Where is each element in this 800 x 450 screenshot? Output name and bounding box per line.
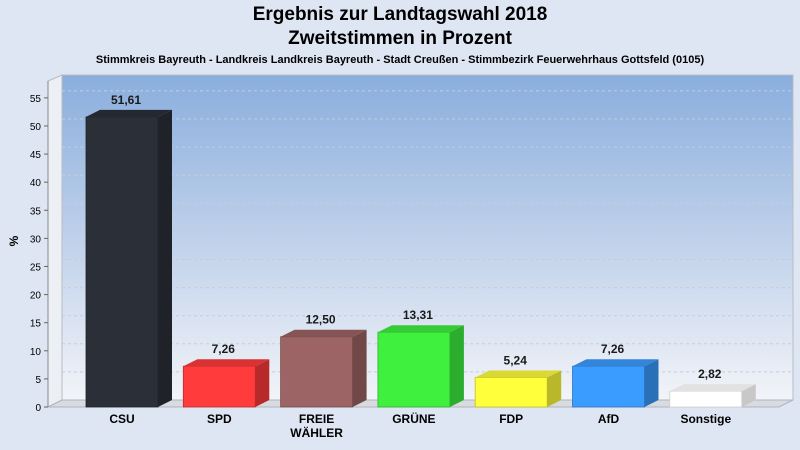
- bar-front: [669, 390, 743, 408]
- y-tick-label: 5: [35, 375, 41, 386]
- bar-front: [85, 116, 159, 408]
- bar-value-label: 51,61: [111, 93, 141, 107]
- y-tick-label: 55: [30, 94, 42, 105]
- bar-top: [669, 384, 756, 392]
- bars: 51,61 7,26 12,50 13,31 5,24 7,26 2,82: [85, 93, 756, 408]
- bar-front: [474, 377, 548, 408]
- bar-top: [475, 370, 562, 378]
- bar-value-label: 2,82: [698, 367, 722, 381]
- bar-freie-wähler: 12,50: [280, 313, 367, 408]
- y-tick-label: 15: [30, 319, 42, 330]
- x-tick-label: FREIE WÄHLER: [290, 412, 343, 440]
- bar-top: [86, 109, 172, 117]
- bar-top: [572, 359, 659, 367]
- x-tick-label: SPD: [207, 412, 232, 426]
- y-axis-label: %: [7, 235, 21, 246]
- x-tick-label: Sonstige: [680, 412, 731, 426]
- chart-subtitle-district: Stimmkreis Bayreuth - Landkreis Landkrei…: [95, 54, 705, 66]
- y-tick-label: 0: [35, 403, 41, 414]
- bar-front: [572, 365, 645, 408]
- bar-csu: 51,61: [85, 93, 172, 408]
- gridlines: [62, 90, 793, 373]
- bar-value-label: 7,26: [212, 342, 236, 356]
- bar-top: [183, 359, 270, 367]
- y-tick-label: 50: [30, 122, 42, 133]
- y-tick-label: 45: [30, 150, 42, 161]
- bar-side: [741, 384, 756, 407]
- bar-grüne: 13,31: [377, 308, 464, 408]
- plot-side-wall: [47, 74, 63, 408]
- y-tick-label: 30: [30, 234, 42, 245]
- x-tick-label: GRÜNE: [392, 411, 435, 426]
- bar-value-label: 7,26: [601, 342, 625, 356]
- bar-front: [280, 336, 354, 408]
- bar-sonstige: 2,82: [669, 367, 756, 408]
- bar-value-label: 12,50: [306, 313, 336, 327]
- y-tick-label: 25: [30, 262, 42, 273]
- x-tick-label: FDP: [499, 412, 523, 426]
- chart-subtitle-main: Zweitstimmen in Prozent: [288, 28, 512, 49]
- bar-side: [158, 109, 172, 408]
- bar-value-label: 13,31: [403, 308, 433, 322]
- bar-front: [182, 365, 256, 408]
- bar-side: [352, 329, 367, 407]
- bar-top: [280, 329, 367, 337]
- bar-top: [377, 325, 464, 333]
- bar-side: [449, 325, 464, 407]
- bar-value-label: 5,24: [504, 354, 528, 368]
- y-tick-label: 20: [30, 291, 42, 302]
- bar-side: [547, 370, 562, 407]
- y-tick-label: 35: [30, 206, 42, 217]
- bar-side: [255, 359, 270, 407]
- x-tick-label: AfD: [598, 412, 620, 426]
- y-axis-ticks: 0 5 10 15 20 25 30 35 40 45 50 55: [30, 94, 48, 414]
- bar-afd: 7,26: [572, 342, 659, 408]
- bar-fdp: 5,24: [474, 354, 562, 408]
- chart-title: Ergebnis zur Landtagswahl 2018: [252, 4, 548, 25]
- bar-front: [377, 331, 451, 408]
- y-tick-label: 10: [30, 347, 42, 358]
- bar-spd: 7,26: [182, 342, 270, 408]
- x-axis-labels: CSU SPD FREIE WÄHLER GRÜNE FDP AfD Sonstige: [109, 411, 731, 440]
- bar-side: [644, 359, 659, 407]
- y-tick-label: 40: [30, 178, 42, 189]
- x-tick-label: CSU: [109, 412, 134, 426]
